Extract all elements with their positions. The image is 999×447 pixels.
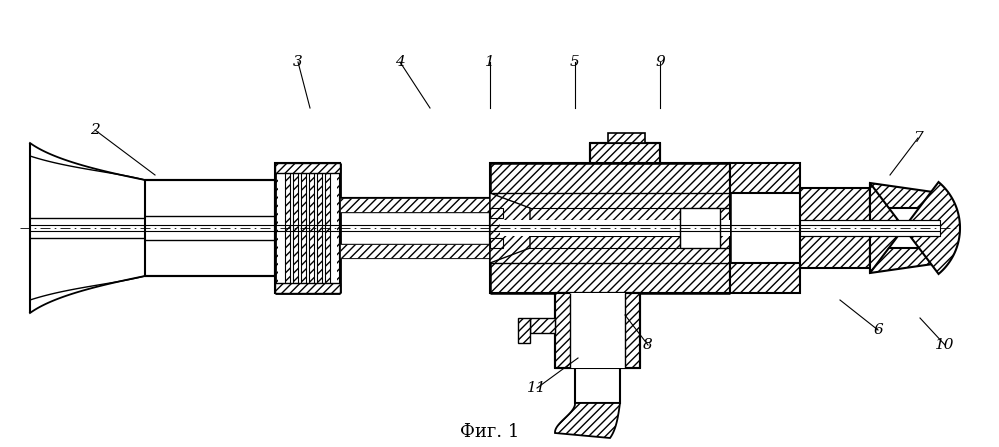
Text: 10: 10 <box>935 338 955 352</box>
Polygon shape <box>278 166 337 290</box>
Polygon shape <box>500 236 680 248</box>
Text: 9: 9 <box>655 55 665 69</box>
Polygon shape <box>490 238 503 248</box>
Text: 5: 5 <box>570 55 579 69</box>
Polygon shape <box>870 182 960 274</box>
Polygon shape <box>30 143 145 180</box>
Text: 2: 2 <box>90 123 100 137</box>
Polygon shape <box>275 163 340 293</box>
Polygon shape <box>309 173 314 283</box>
Text: 4: 4 <box>396 55 405 69</box>
Polygon shape <box>293 173 298 283</box>
Polygon shape <box>570 293 625 368</box>
Polygon shape <box>325 173 330 283</box>
Polygon shape <box>590 143 660 163</box>
Polygon shape <box>285 173 290 283</box>
Polygon shape <box>500 208 680 220</box>
Polygon shape <box>555 403 620 438</box>
Polygon shape <box>301 173 306 283</box>
Polygon shape <box>530 318 555 333</box>
Text: 8: 8 <box>643 338 653 352</box>
Polygon shape <box>870 248 950 273</box>
Polygon shape <box>608 133 645 143</box>
Polygon shape <box>518 318 530 343</box>
Polygon shape <box>30 276 145 313</box>
Text: Фиг. 1: Фиг. 1 <box>461 423 519 441</box>
Polygon shape <box>800 220 940 236</box>
Polygon shape <box>870 183 950 208</box>
Polygon shape <box>340 244 490 258</box>
Polygon shape <box>575 368 620 403</box>
Polygon shape <box>145 180 275 276</box>
Text: 3: 3 <box>293 55 303 69</box>
Polygon shape <box>730 163 800 193</box>
Polygon shape <box>275 163 340 173</box>
Polygon shape <box>500 208 720 248</box>
Text: 11: 11 <box>527 381 546 395</box>
Polygon shape <box>317 173 322 283</box>
Polygon shape <box>730 263 800 293</box>
Polygon shape <box>490 208 503 218</box>
Text: 1: 1 <box>486 55 495 69</box>
Polygon shape <box>490 193 530 263</box>
Polygon shape <box>275 283 340 293</box>
Text: 7: 7 <box>913 131 923 145</box>
Polygon shape <box>555 293 640 368</box>
Polygon shape <box>340 198 490 212</box>
Polygon shape <box>500 220 730 236</box>
Polygon shape <box>490 163 730 293</box>
Text: 6: 6 <box>873 323 883 337</box>
Polygon shape <box>800 188 870 268</box>
Polygon shape <box>340 198 490 258</box>
